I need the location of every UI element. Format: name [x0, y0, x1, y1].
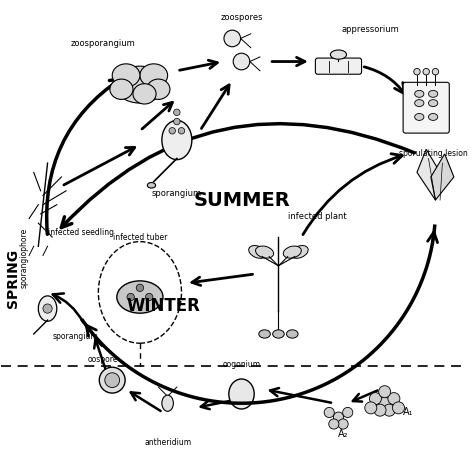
Text: sporangiophore: sporangiophore — [20, 228, 29, 288]
Circle shape — [414, 68, 420, 75]
Ellipse shape — [117, 281, 163, 313]
Circle shape — [173, 118, 180, 125]
Ellipse shape — [147, 79, 170, 100]
Circle shape — [374, 404, 386, 416]
Polygon shape — [417, 149, 440, 200]
Text: antheridium: antheridium — [144, 438, 191, 447]
Ellipse shape — [133, 84, 156, 104]
Text: A₁: A₁ — [403, 408, 414, 418]
Circle shape — [43, 304, 52, 313]
Ellipse shape — [428, 100, 438, 107]
Circle shape — [173, 109, 180, 116]
Circle shape — [369, 392, 382, 405]
Circle shape — [169, 128, 175, 134]
Circle shape — [388, 392, 400, 405]
Text: infected tuber: infected tuber — [113, 233, 167, 242]
Circle shape — [233, 53, 250, 70]
Text: oogonium: oogonium — [222, 360, 261, 369]
Polygon shape — [431, 154, 454, 200]
Ellipse shape — [428, 113, 438, 120]
Circle shape — [343, 407, 353, 418]
Ellipse shape — [415, 91, 424, 97]
Text: zoosporangium: zoosporangium — [71, 39, 136, 48]
Ellipse shape — [255, 246, 273, 258]
FancyBboxPatch shape — [403, 82, 449, 133]
Ellipse shape — [112, 64, 140, 87]
Ellipse shape — [259, 330, 270, 338]
Text: zoospores: zoospores — [220, 13, 263, 22]
Ellipse shape — [115, 66, 165, 103]
Circle shape — [383, 404, 395, 416]
Ellipse shape — [291, 246, 308, 258]
Text: oospore: oospore — [88, 355, 118, 364]
Circle shape — [146, 293, 153, 301]
Circle shape — [99, 367, 125, 393]
Text: sporangium: sporangium — [152, 189, 202, 198]
Ellipse shape — [229, 379, 254, 409]
Text: A₂: A₂ — [338, 428, 348, 438]
Text: WINTER: WINTER — [126, 297, 200, 315]
Circle shape — [136, 284, 144, 292]
Circle shape — [423, 68, 429, 75]
Circle shape — [365, 402, 377, 414]
Circle shape — [324, 407, 334, 418]
Circle shape — [329, 419, 339, 429]
Text: infected plant: infected plant — [288, 212, 346, 221]
Ellipse shape — [286, 330, 298, 338]
Circle shape — [178, 128, 185, 134]
Ellipse shape — [38, 296, 57, 321]
Text: sporulating lesion: sporulating lesion — [399, 149, 467, 158]
Text: SUMMER: SUMMER — [193, 191, 290, 210]
Ellipse shape — [330, 50, 346, 59]
Text: appressorium: appressorium — [342, 25, 400, 34]
Ellipse shape — [110, 79, 133, 100]
Ellipse shape — [249, 246, 266, 258]
Circle shape — [333, 412, 344, 422]
Ellipse shape — [428, 91, 438, 97]
Ellipse shape — [162, 395, 173, 411]
Ellipse shape — [147, 182, 155, 188]
Circle shape — [105, 373, 119, 388]
Circle shape — [338, 419, 348, 429]
Ellipse shape — [273, 330, 284, 338]
Circle shape — [432, 68, 438, 75]
FancyBboxPatch shape — [315, 58, 362, 74]
Text: infected seedling: infected seedling — [47, 228, 114, 237]
Ellipse shape — [162, 120, 192, 160]
Text: SPRING: SPRING — [6, 249, 20, 308]
Circle shape — [379, 397, 391, 409]
Circle shape — [392, 402, 404, 414]
Ellipse shape — [283, 246, 301, 258]
Ellipse shape — [415, 100, 424, 107]
Text: sporangium: sporangium — [52, 332, 98, 341]
Circle shape — [224, 30, 241, 47]
Circle shape — [379, 386, 391, 398]
Ellipse shape — [415, 113, 424, 120]
Ellipse shape — [140, 64, 168, 87]
Circle shape — [127, 293, 134, 301]
